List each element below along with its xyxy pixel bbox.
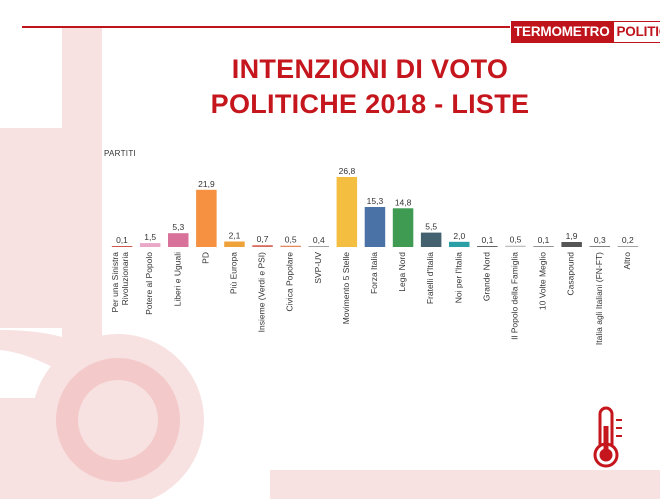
category-label: Grande Nord	[481, 252, 491, 301]
bar	[420, 232, 442, 247]
category-label: Per una SinistraRivoluzionaria	[110, 252, 130, 313]
category-label: Altro	[622, 252, 632, 270]
category-label: SVP-UV	[313, 252, 323, 284]
value-label: 0,4	[313, 235, 325, 245]
brand-logo: TERMOMETRO POLITICO	[511, 21, 660, 43]
category-label: Italia agli Italiani (FN-FT)	[594, 252, 604, 345]
category-label: Casapound	[566, 252, 576, 296]
value-label: 2,1	[229, 231, 241, 241]
value-label: 0,7	[257, 234, 269, 244]
category-label: PD	[200, 252, 210, 264]
bar	[168, 233, 189, 247]
category-label: Civica Popolare	[285, 252, 295, 312]
bar	[505, 245, 526, 247]
value-label: 0,5	[285, 235, 297, 245]
value-label: 0,1	[481, 235, 493, 245]
bar	[392, 208, 414, 247]
thermometer-icon	[593, 406, 622, 468]
bar	[561, 242, 582, 247]
page-title-line1: INTENZIONI DI VOTO	[231, 54, 509, 84]
value-label: 1,5	[144, 232, 156, 242]
value-label: 15,3	[367, 196, 384, 206]
bar	[196, 189, 217, 247]
value-label: 0,1	[538, 235, 550, 245]
category-label: Più Europa	[229, 252, 239, 294]
header-rule	[22, 26, 510, 28]
value-label: 2,0	[453, 231, 465, 241]
brand-logo-part1: TERMOMETRO	[511, 21, 613, 43]
category-label: Insieme (Verdi e PSI)	[257, 252, 267, 332]
category-label: Liberi e Uguali	[172, 252, 182, 306]
bar	[336, 177, 358, 247]
bar	[449, 241, 470, 247]
category-label: Fratelli d'Italia	[425, 252, 435, 304]
bar	[364, 207, 386, 247]
value-label: 14,8	[395, 197, 412, 207]
value-label: 0,3	[594, 235, 606, 245]
bar	[252, 245, 273, 247]
bar	[589, 246, 610, 247]
value-label: 1,9	[566, 231, 578, 241]
bar	[477, 246, 498, 247]
category-label: Forza Italia	[369, 252, 379, 294]
value-label: 0,5	[510, 235, 522, 245]
category-label: Lega Nord	[397, 252, 407, 292]
value-label: 26,8	[339, 166, 356, 176]
bar	[308, 246, 329, 247]
axis-section-label: PARTITI	[104, 149, 137, 158]
category-label: Movimento 5 Stelle	[341, 252, 351, 325]
category-label: 10 Volte Meglio	[538, 252, 548, 310]
value-label: 0,2	[622, 235, 634, 245]
bar	[139, 243, 161, 247]
bar	[617, 246, 639, 247]
category-label: Potere al Popolo	[144, 252, 154, 315]
bar	[111, 246, 133, 247]
bar	[224, 241, 245, 247]
category-label: Il Popolo della Famiglia	[510, 252, 520, 340]
value-label: 5,3	[172, 222, 184, 232]
bar	[280, 245, 301, 247]
brand-logo-part2: POLITICO	[612, 21, 660, 43]
page-title-line2: POLITICHE 2018 - LISTE	[210, 89, 530, 119]
value-label: 0,1	[116, 235, 128, 245]
bar	[533, 246, 554, 247]
value-label: 5,5	[425, 222, 437, 232]
value-label: 21,9	[198, 179, 215, 189]
category-label: Noi per l'Italia	[453, 252, 463, 304]
